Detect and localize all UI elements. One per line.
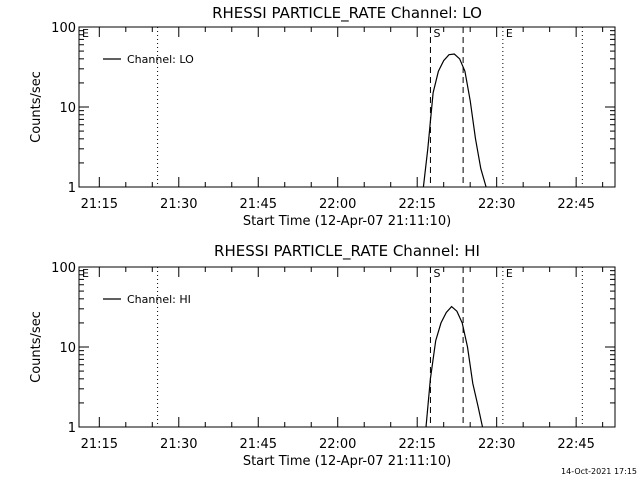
x-tick-label: 22:30 [478,437,515,452]
chart-title: RHESSI PARTICLE_RATE Channel: HI [214,242,480,261]
y-tick-label: 100 [51,261,76,276]
marker-label: S [433,27,440,40]
chart-panel-0: RHESSI PARTICLE_RATE Channel: LO 1 10 100 21… [29,4,616,229]
marker-label: E [506,27,513,40]
y-tick-label: 10 [59,101,76,116]
x-tick-label: 22:45 [557,197,594,212]
series-line [425,305,484,428]
footer-timestamp: 14-Oct-2021 17:15 [561,467,637,476]
chart-panel-1: RHESSI PARTICLE_RATE Channel: HI 1 10 100 21… [29,242,616,469]
legend-label: Channel: LO [127,53,194,66]
x-tick-label: 22:45 [557,437,594,452]
y-axis-label: Counts/sec [29,311,44,383]
x-tick-label: 21:45 [240,197,277,212]
x-tick-label: 22:30 [478,197,515,212]
plot-frame [78,26,616,188]
x-tick-label: 22:15 [398,437,435,452]
x-tick-label: 22:00 [319,437,356,452]
x-tick-label: 21:15 [81,197,118,212]
x-tick-label: 21:30 [160,437,197,452]
y-tick-label: 10 [59,341,76,356]
chart-title: RHESSI PARTICLE_RATE Channel: LO [212,4,482,23]
x-tick-label: 22:00 [319,197,356,212]
y-axis-label: Counts/sec [29,71,44,143]
series-line [422,53,487,188]
marker-label: S [433,267,440,280]
marker-label: E [82,27,89,40]
y-tick-label: 1 [68,181,76,196]
legend-label: Channel: HI [127,293,191,306]
x-tick-label: 21:15 [81,437,118,452]
marker-label: E [506,267,513,280]
y-tick-label: 100 [51,21,76,36]
x-tick-label: 21:30 [160,197,197,212]
marker-label: E [82,267,89,280]
x-tick-label: 21:45 [240,437,277,452]
x-axis-label: Start Time (12-Apr-07 21:11:10) [243,454,451,469]
y-tick-label: 1 [68,421,76,436]
x-tick-label: 22:15 [398,197,435,212]
plot-frame [78,266,616,428]
x-axis-label: Start Time (12-Apr-07 21:11:10) [243,214,451,229]
